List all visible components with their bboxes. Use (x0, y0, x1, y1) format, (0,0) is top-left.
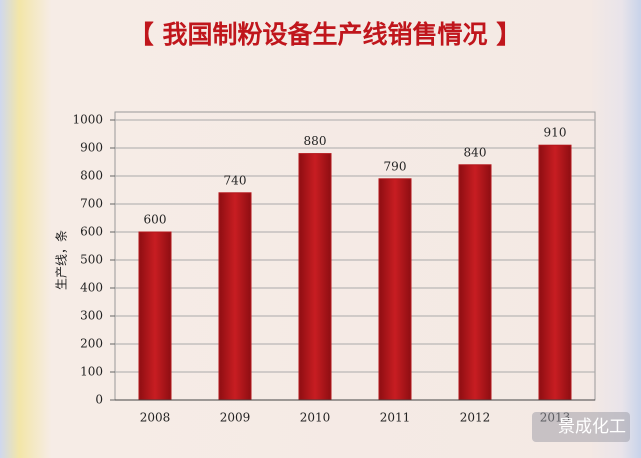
data-label: 600 (144, 213, 167, 227)
x-tick-label: 2008 (140, 411, 171, 425)
y-tick-label: 200 (80, 337, 103, 351)
x-tick-label: 2011 (380, 411, 411, 425)
watermark: 景成化工 (558, 417, 626, 437)
y-tick-label: 500 (80, 253, 103, 267)
bar (218, 192, 252, 401)
y-tick-label: 600 (80, 225, 103, 239)
x-tick-label: 2010 (300, 411, 331, 425)
y-tick-label: 100 (80, 365, 103, 379)
bar (378, 178, 412, 401)
x-tick-label: 2012 (460, 411, 491, 425)
y-tick-label: 0 (95, 393, 103, 407)
watermark-box (532, 412, 630, 442)
y-tick-label: 800 (80, 169, 103, 183)
data-label: 910 (544, 126, 567, 140)
y-tick-label: 300 (80, 309, 103, 323)
chart-title: 【 我国制粉设备生产线销售情况 】 (129, 20, 521, 49)
data-label: 880 (304, 134, 327, 148)
bar (138, 231, 172, 401)
data-label: 840 (464, 145, 487, 159)
y-axis-label: 生产线，条 (55, 230, 69, 290)
y-tick-label: 700 (80, 197, 103, 211)
bar (538, 144, 572, 401)
y-tick-label: 400 (80, 281, 103, 295)
bar (298, 153, 332, 401)
data-label: 790 (384, 159, 407, 173)
bar (458, 164, 492, 401)
y-tick-label: 1000 (72, 113, 103, 127)
y-tick-label: 900 (80, 141, 103, 155)
data-label: 740 (224, 173, 247, 187)
x-tick-label: 2009 (220, 411, 251, 425)
